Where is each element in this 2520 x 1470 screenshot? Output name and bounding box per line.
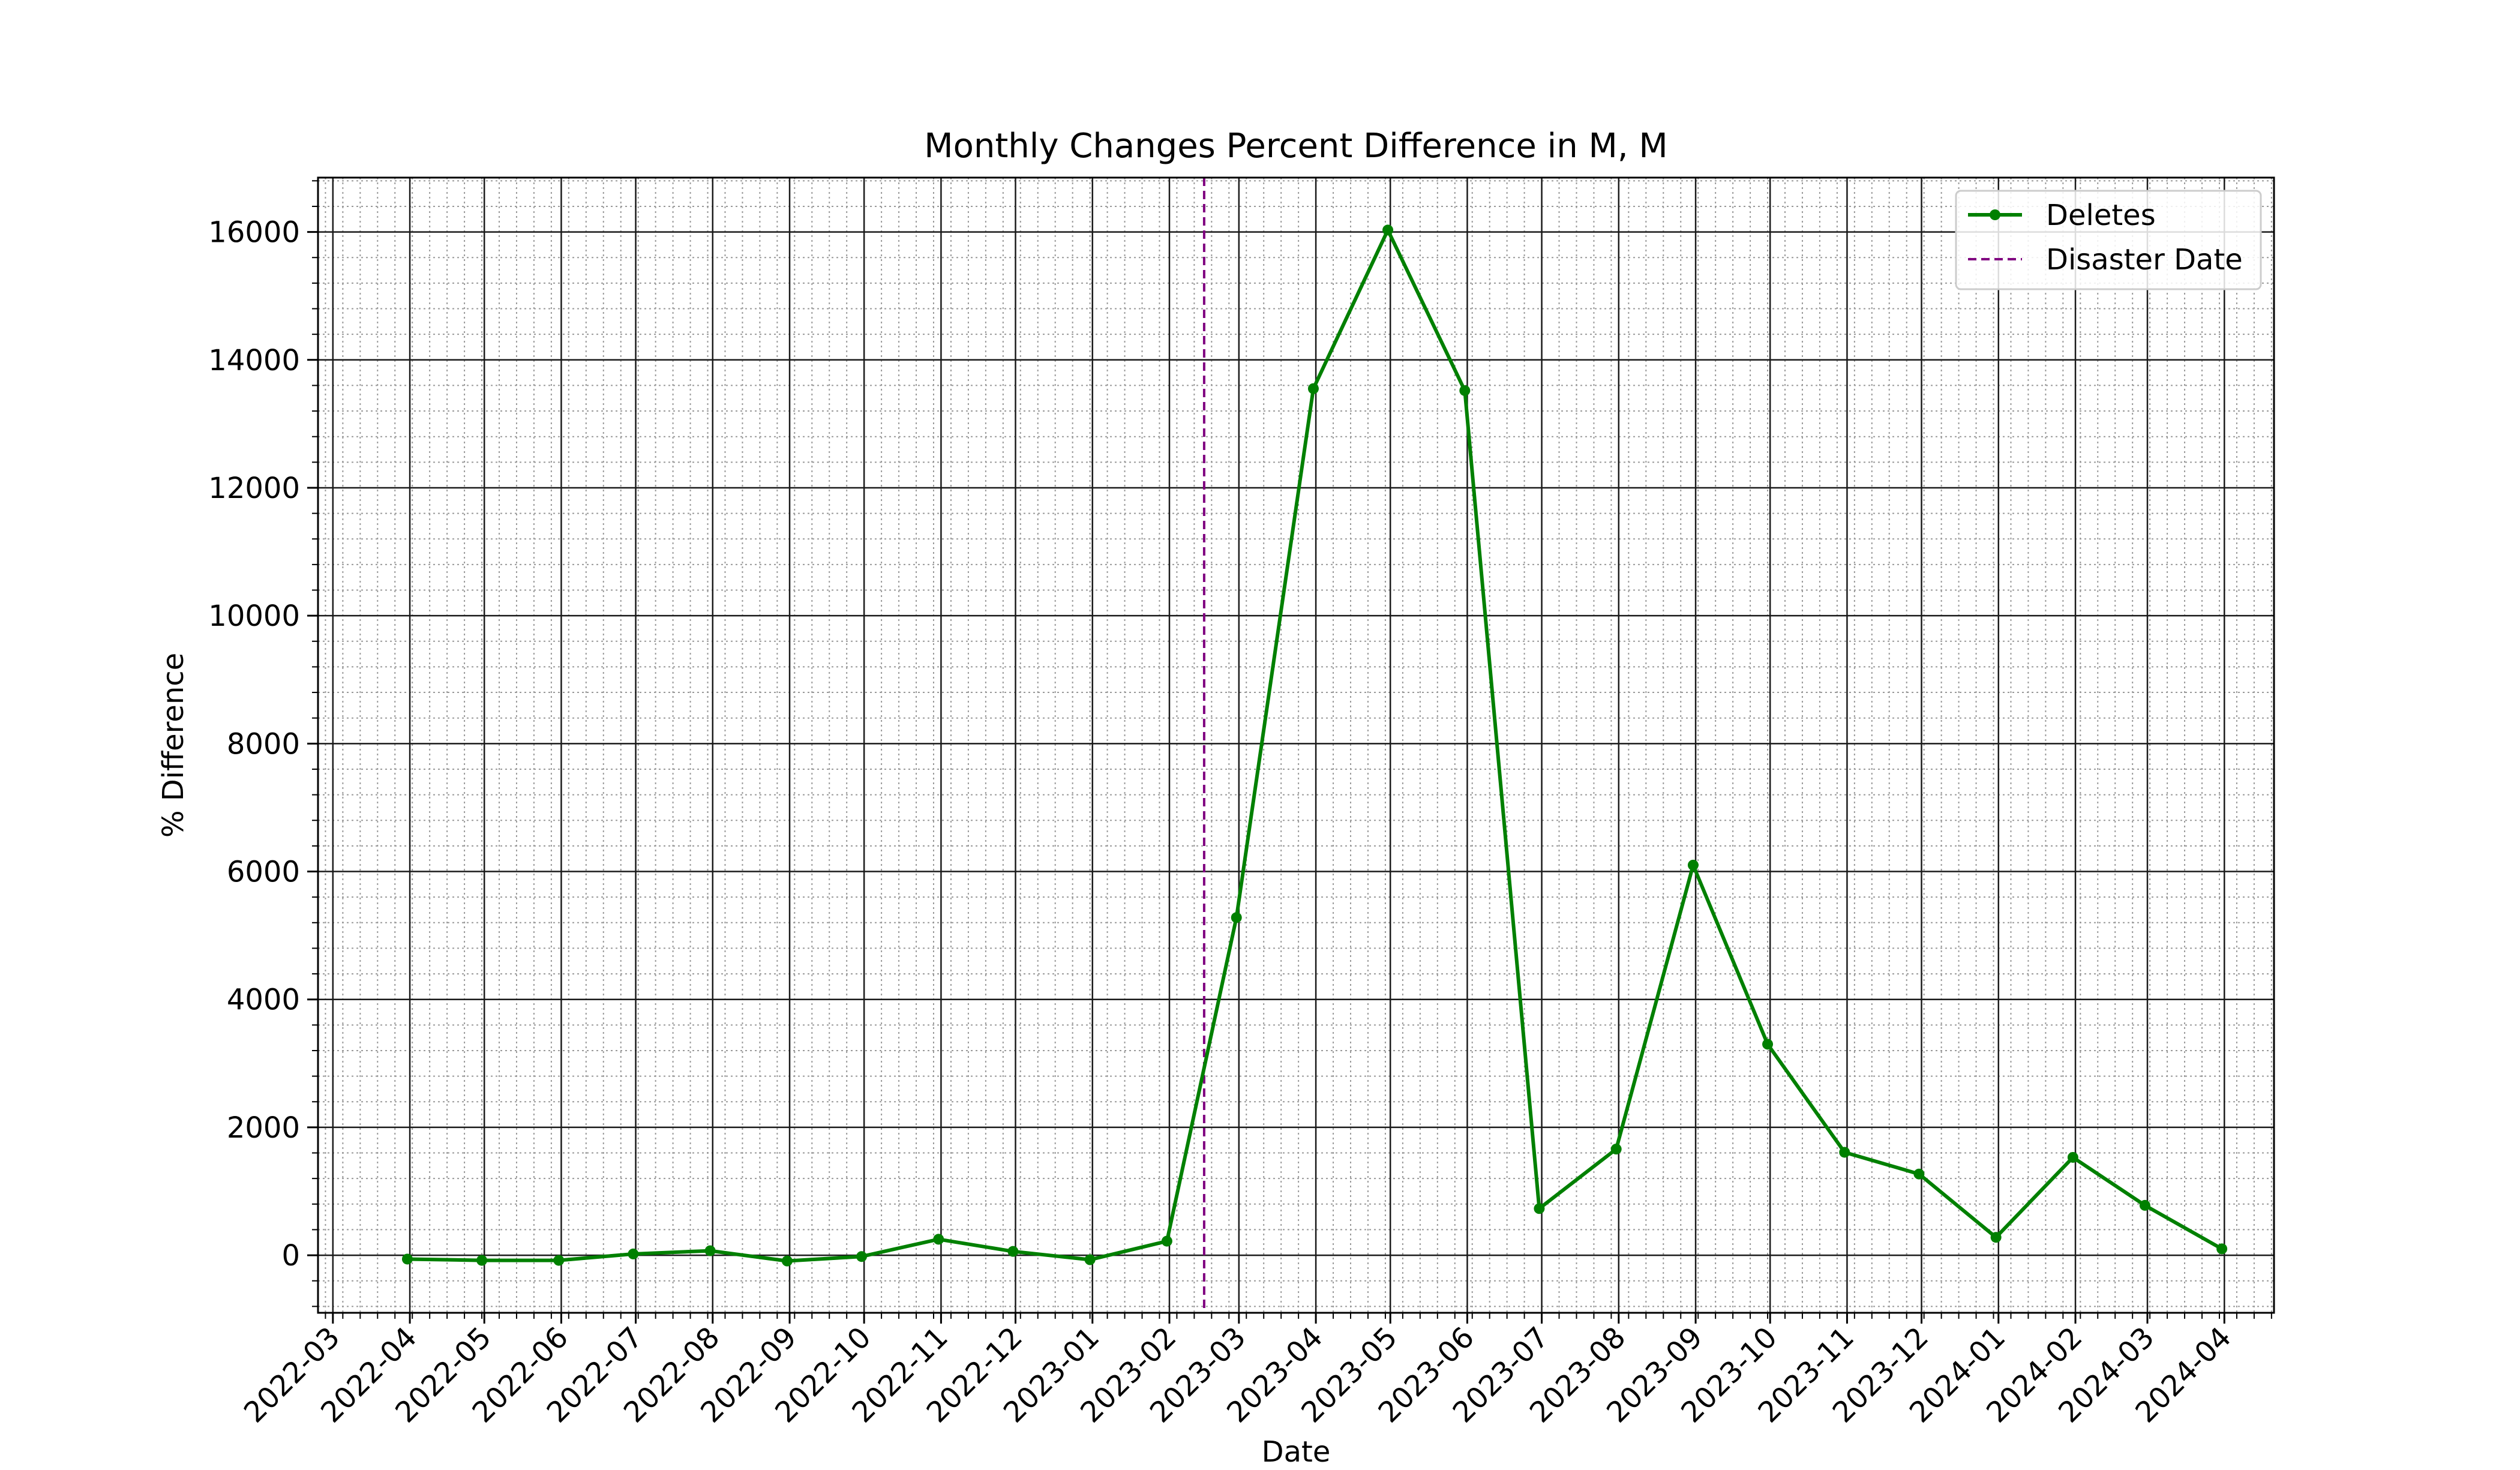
y-tick-label: 0 xyxy=(281,1239,300,1273)
legend-deletes-marker xyxy=(1990,209,2000,220)
deletes-data-point xyxy=(1839,1147,1850,1158)
y-tick-label: 14000 xyxy=(208,344,300,377)
legend-disaster-label: Disaster Date xyxy=(2046,243,2243,277)
y-axis-label: % Difference xyxy=(157,653,190,838)
deletes-data-point xyxy=(476,1255,488,1266)
deletes-data-point xyxy=(1913,1168,1925,1180)
deletes-data-point xyxy=(1161,1235,1172,1247)
deletes-data-point xyxy=(1990,1232,2002,1243)
deletes-data-point xyxy=(704,1245,716,1256)
y-tick-label: 10000 xyxy=(208,599,300,633)
y-tick-label: 16000 xyxy=(208,216,300,250)
major-grid xyxy=(318,178,2274,1313)
deletes-data-point xyxy=(1084,1254,1096,1265)
deletes-data-point xyxy=(1610,1144,1622,1155)
deletes-data-point xyxy=(1534,1203,1545,1214)
deletes-data-point xyxy=(1231,912,1242,923)
legend-box xyxy=(1955,190,2262,290)
legend-deletes-label: Deletes xyxy=(2046,199,2156,232)
deletes-data-point xyxy=(781,1255,793,1267)
y-tick-label: 8000 xyxy=(227,727,300,761)
y-tick-label: 2000 xyxy=(227,1111,300,1145)
legend: Deletes Disaster Date xyxy=(1955,190,2262,290)
deletes-data-point xyxy=(628,1248,639,1259)
deletes-data-point xyxy=(1762,1039,1774,1050)
deletes-data-point xyxy=(1307,383,1319,394)
plot-frame xyxy=(317,176,2275,1314)
deletes-data-point xyxy=(2216,1243,2228,1255)
deletes-data-point xyxy=(401,1253,413,1265)
series-group xyxy=(401,224,2228,1267)
y-axis: 0 2000 4000 6000 8000 10000 12000 14000 16000 xyxy=(208,180,318,1307)
chart-title: Monthly Changes Percent Difference in M,… xyxy=(924,127,1668,166)
y-tick-label: 12000 xyxy=(208,472,300,505)
x-axis-label: Date xyxy=(1262,1435,1331,1469)
minor-grid xyxy=(318,178,2274,1313)
deletes-data-point xyxy=(933,1234,944,1245)
deletes-data-point xyxy=(1459,385,1471,396)
deletes-data-point xyxy=(856,1251,868,1262)
y-tick-label: 4000 xyxy=(227,983,300,1017)
deletes-data-point xyxy=(2139,1199,2150,1211)
deletes-data-point xyxy=(1382,224,1394,236)
deletes-data-point xyxy=(1007,1246,1019,1257)
y-tick-label: 6000 xyxy=(227,856,300,889)
deletes-data-point xyxy=(553,1255,565,1266)
deletes-data-point xyxy=(1687,859,1699,871)
deletes-data-point xyxy=(2067,1151,2078,1163)
